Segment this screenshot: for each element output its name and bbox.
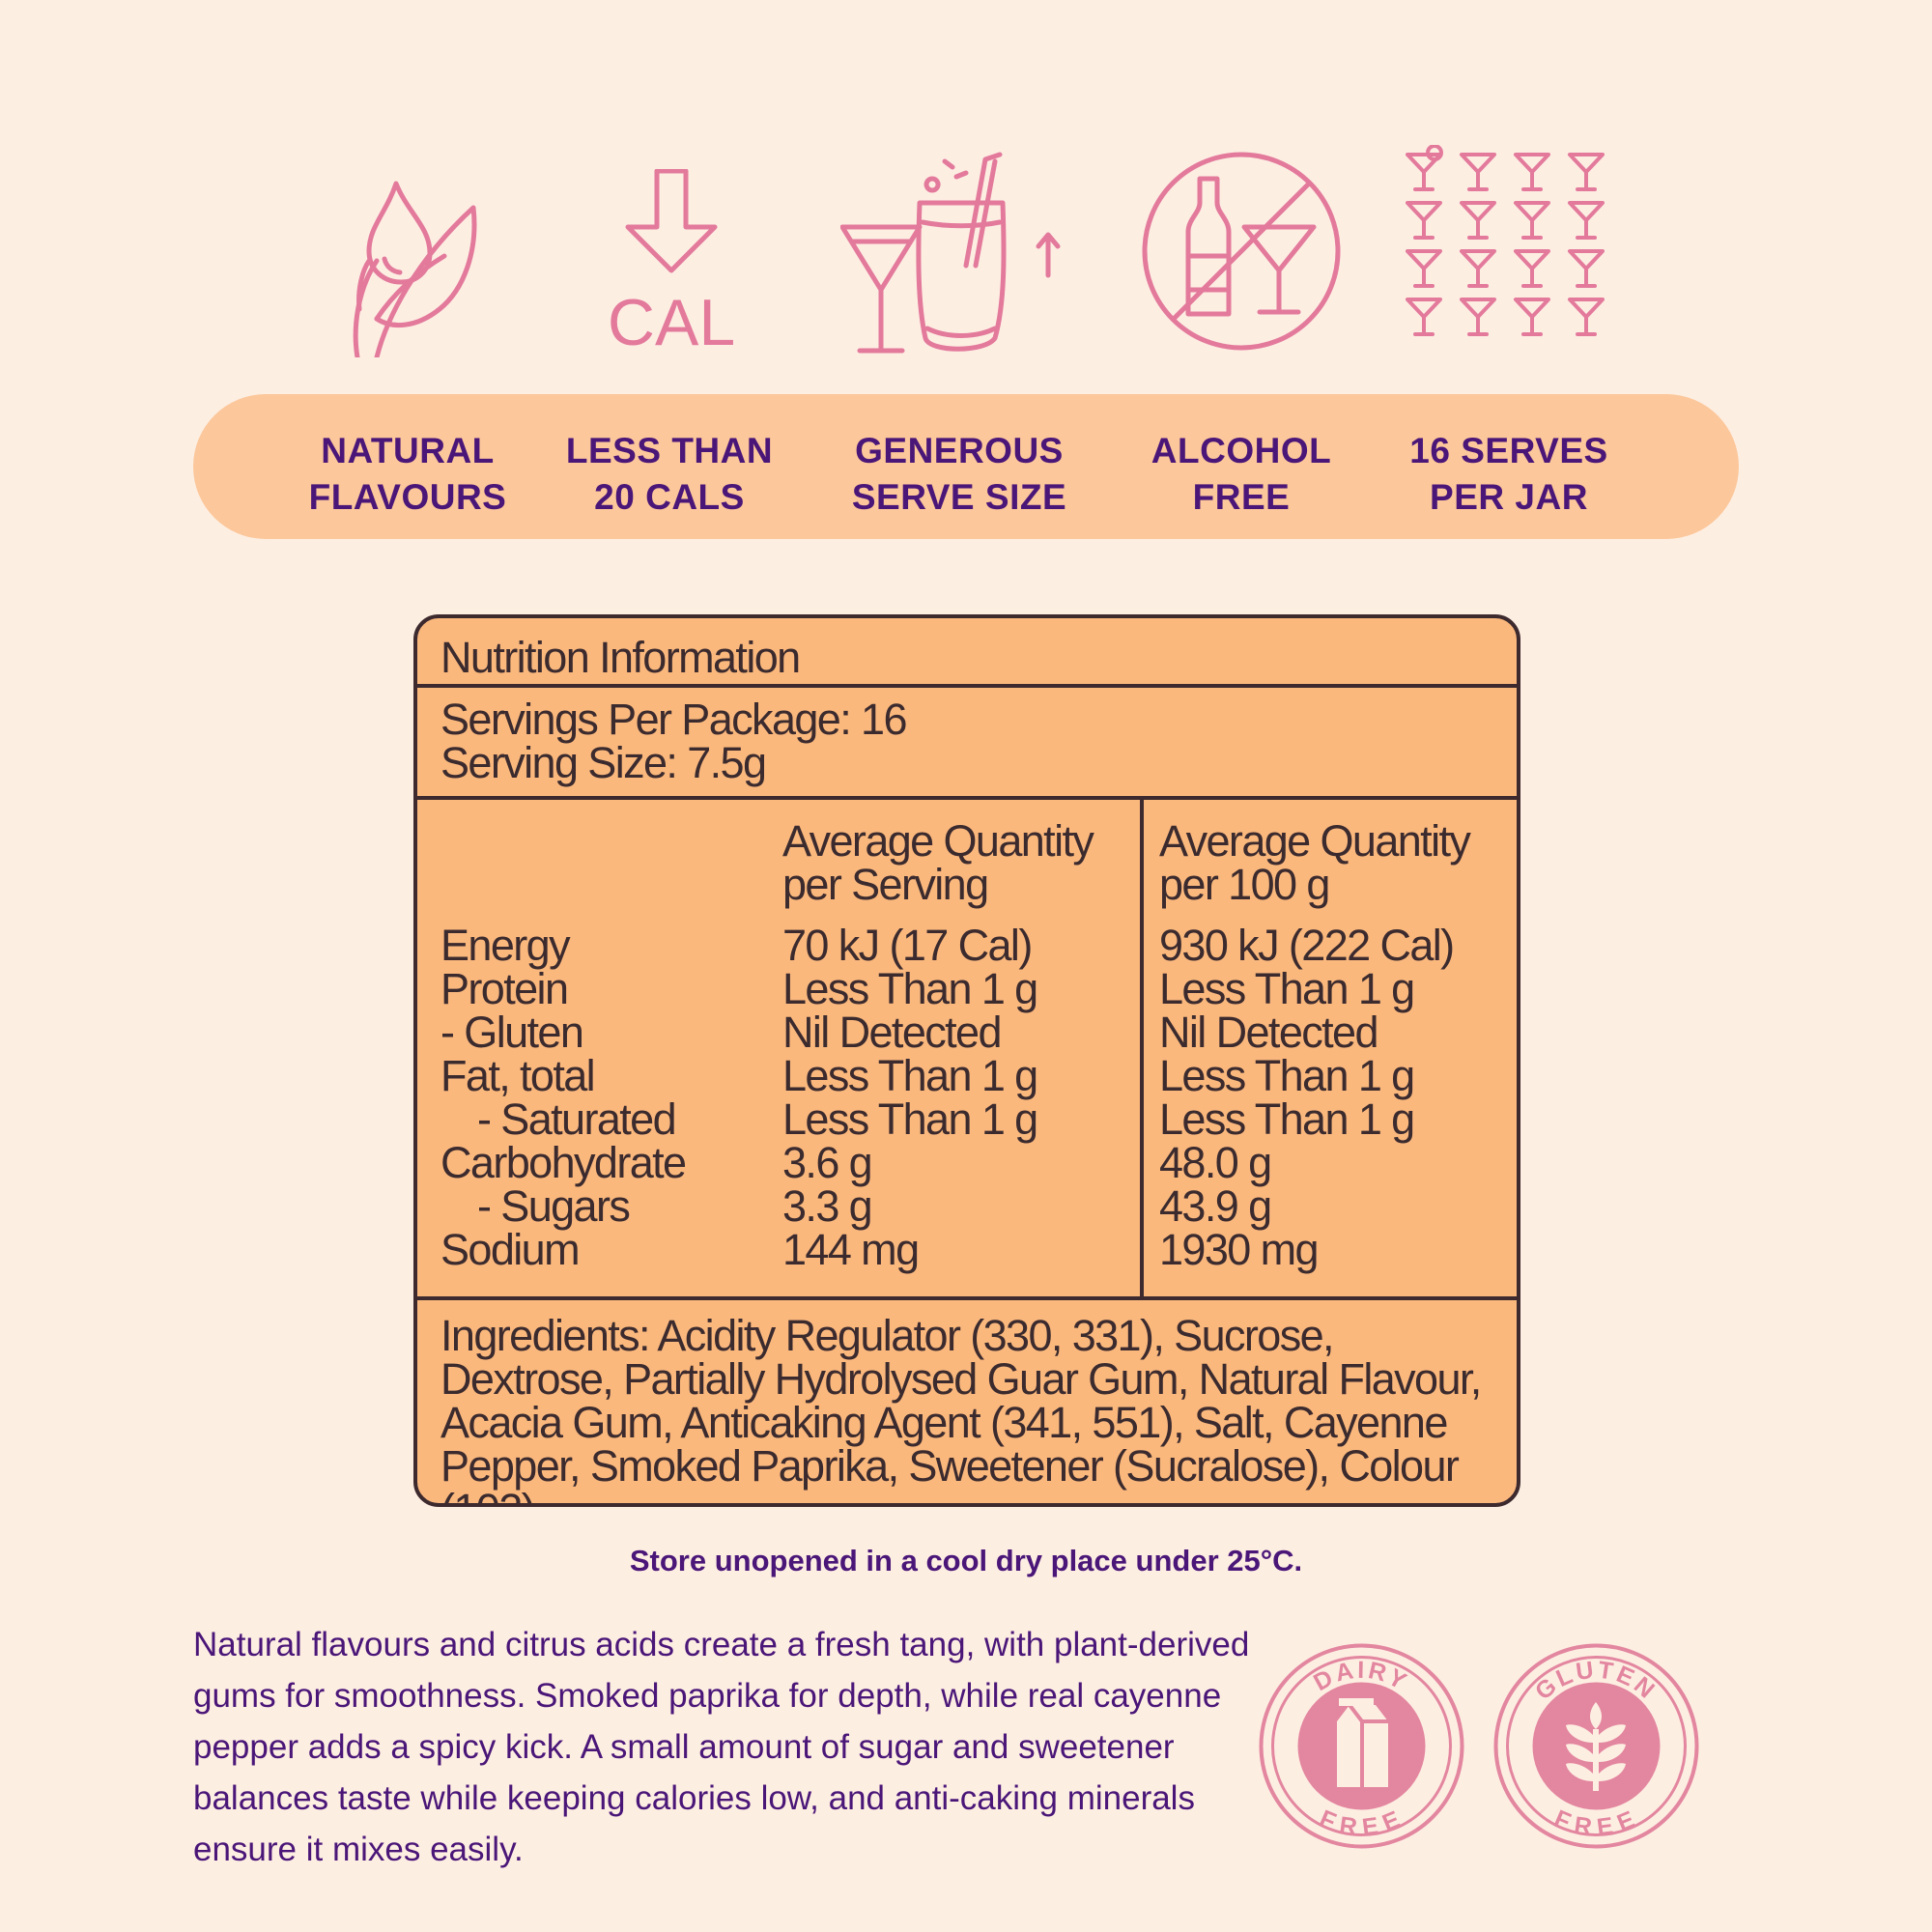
divider bbox=[417, 684, 1517, 688]
nutrition-title: Nutrition Information bbox=[440, 633, 801, 682]
leaf-drop-icon bbox=[348, 174, 483, 357]
feature-alcohol-free: ALCOHOL FREE bbox=[1151, 431, 1332, 517]
ingredients-text: Ingredients: Acidity Regulator (330, 331… bbox=[440, 1311, 1482, 1503]
feature-bar bbox=[193, 394, 1739, 539]
milk-carton-icon bbox=[1337, 1698, 1388, 1787]
dairy-free-badge: DAIRY FREE bbox=[1258, 1642, 1465, 1855]
column-divider bbox=[1140, 796, 1144, 1298]
storage-instructions: Store unopened in a cool dry place under… bbox=[629, 1544, 1303, 1577]
divider bbox=[417, 796, 1517, 800]
feature-natural-flavours: NATURAL FLAVOURS bbox=[308, 431, 507, 517]
sixteen-glasses-icon bbox=[1406, 145, 1613, 348]
nutrition-panel: Nutrition Information Servings Per Packa… bbox=[413, 614, 1520, 1507]
gluten-free-badge: GLUTEN FREE bbox=[1492, 1642, 1700, 1855]
feature-16-serves-per-jar: 16 SERVES PER JAR bbox=[1409, 431, 1608, 517]
divider bbox=[417, 1296, 1517, 1300]
cocktail-glass-icon bbox=[840, 150, 1063, 357]
feature-generous-serve-size: GENEROUS SERVE SIZE bbox=[851, 431, 1067, 517]
no-alcohol-icon bbox=[1140, 150, 1343, 353]
serving-size: Serving Size: 7.5g bbox=[440, 738, 767, 787]
wheat-icon bbox=[1566, 1702, 1626, 1791]
column-header-per-100g: Average Quantity per 100 g bbox=[1159, 816, 1471, 909]
column-header-per-serving: Average Quantity per Serving bbox=[782, 816, 1094, 909]
svg-text:CAL: CAL bbox=[608, 286, 735, 353]
servings-per-package: Servings Per Package: 16 bbox=[440, 695, 908, 744]
feature-less-than-20-cals: LESS THAN 20 CALS bbox=[565, 431, 774, 517]
product-description: Natural flavours and citrus acids create… bbox=[193, 1626, 1250, 1868]
down-arrow-cal-icon: CAL bbox=[594, 169, 749, 353]
